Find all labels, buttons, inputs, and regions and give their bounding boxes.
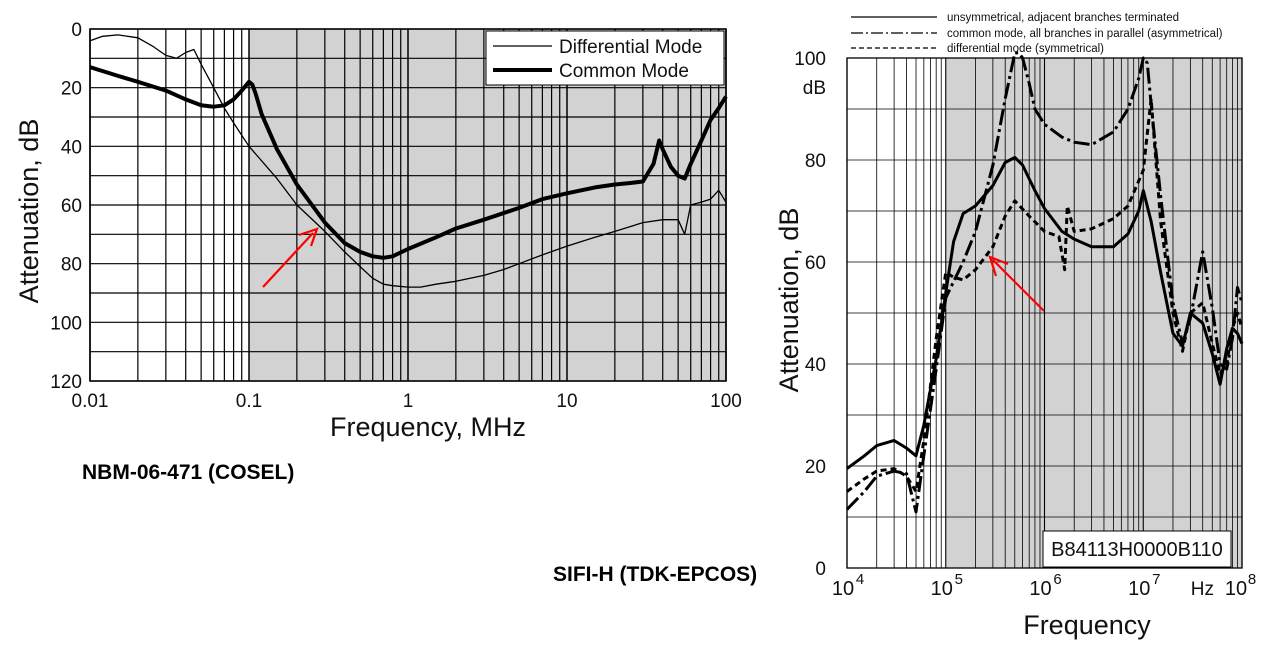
svg-text:10: 10	[1128, 578, 1150, 600]
left-y-tick-label: 0	[71, 20, 82, 41]
left-series-differential-mode-line	[89, 34, 727, 288]
left-legend: Differential Mode Common Mode	[485, 30, 725, 86]
right-legend-label-unsymmetrical: unsymmetrical, adjacent branches termina…	[947, 12, 1179, 24]
right-x-tick-label: 10 8	[1225, 571, 1256, 600]
left-y-tick-label: 100	[50, 313, 82, 334]
right-y-tick-label: 80	[805, 151, 826, 172]
svg-text:4: 4	[856, 571, 864, 588]
right-x-tick-label: 10 6	[1029, 571, 1061, 600]
right-series-common-mode-line	[845, 51, 1244, 514]
left-series-lines	[89, 34, 728, 288]
right-y-tick-label: 100	[794, 49, 826, 70]
svg-text:7: 7	[1152, 571, 1160, 588]
right-series-differential-mode-line	[846, 97, 1244, 493]
left-y-tick-label: 60	[61, 196, 82, 217]
svg-text:10: 10	[1225, 578, 1247, 600]
left-annotation-arrow	[262, 227, 319, 288]
left-x-tick-label: 1	[403, 391, 414, 412]
right-y-tick-label: 20	[805, 457, 826, 478]
left-tick-labels: 0.01 0.1 1 10 100 0 20 40 60 80 100 120	[50, 20, 742, 412]
right-y-tick-label: 60	[805, 253, 826, 274]
right-x-unit: Hz	[1191, 579, 1214, 600]
left-x-tick-label: 10	[556, 391, 577, 412]
right-series-unsymmetrical-line	[846, 155, 1244, 470]
left-y-tick-label: 120	[50, 372, 82, 393]
svg-text:8: 8	[1248, 571, 1256, 588]
right-legend-label-differential: differential mode (symmetrical)	[947, 43, 1104, 55]
right-y-unit: dB	[803, 78, 826, 99]
left-x-tick-label: 0.01	[72, 391, 109, 412]
right-legend-label-common: common mode, all branches in parallel (a…	[947, 28, 1223, 40]
left-chart-caption: NBM-06-471 (COSEL)	[82, 461, 295, 484]
left-y-tick-label: 40	[61, 137, 82, 158]
left-legend-label-common: Common Mode	[559, 61, 689, 82]
left-series-common-mode-line	[89, 65, 728, 260]
right-x-axis-label: Frequency	[1023, 610, 1151, 640]
left-y-axis-label: Attenuation, dB	[14, 119, 44, 304]
right-y-tick-label: 40	[805, 355, 826, 376]
right-x-tick-label: 10 5	[931, 571, 963, 600]
left-legend-label-differential: Differential Mode	[559, 37, 702, 58]
right-annotation-arrow	[988, 255, 1045, 312]
left-legend-box	[485, 30, 725, 86]
right-legend: unsymmetrical, adjacent branches termina…	[851, 12, 1223, 55]
right-chart-caption: SIFI-H (TDK-EPCOS)	[553, 563, 758, 586]
left-x-axis-label: Frequency, MHz	[330, 412, 526, 442]
right-x-tick-label: 10 4	[832, 571, 864, 600]
right-chart: B84113H0000B110 unsymmetrical, adjacent …	[774, 12, 1256, 640]
right-plot-frame	[846, 57, 1243, 569]
left-y-tick-label: 80	[61, 255, 82, 276]
svg-text:10: 10	[832, 578, 854, 600]
left-grid	[89, 28, 727, 382]
left-y-tick-label: 20	[61, 79, 82, 100]
part-number-box	[1042, 530, 1232, 568]
right-x-tick-label: 10 7	[1128, 571, 1160, 600]
right-y-axis-label: Attenuation, dB	[774, 208, 804, 393]
left-x-tick-label: 100	[710, 391, 742, 412]
left-x-tick-label: 0.1	[236, 391, 262, 412]
right-y-tick-label: 0	[815, 559, 826, 580]
right-series-lines	[845, 51, 1244, 514]
left-chart: Differential Mode Common Mode 0.01 0.1 1 10…	[14, 20, 742, 442]
svg-text:10: 10	[1029, 578, 1051, 600]
svg-text:5: 5	[955, 571, 963, 588]
part-number-label: B84113H0000B110	[1051, 539, 1223, 561]
svg-text:6: 6	[1053, 571, 1061, 588]
left-plot-frame	[89, 28, 727, 382]
svg-text:10: 10	[931, 578, 953, 600]
